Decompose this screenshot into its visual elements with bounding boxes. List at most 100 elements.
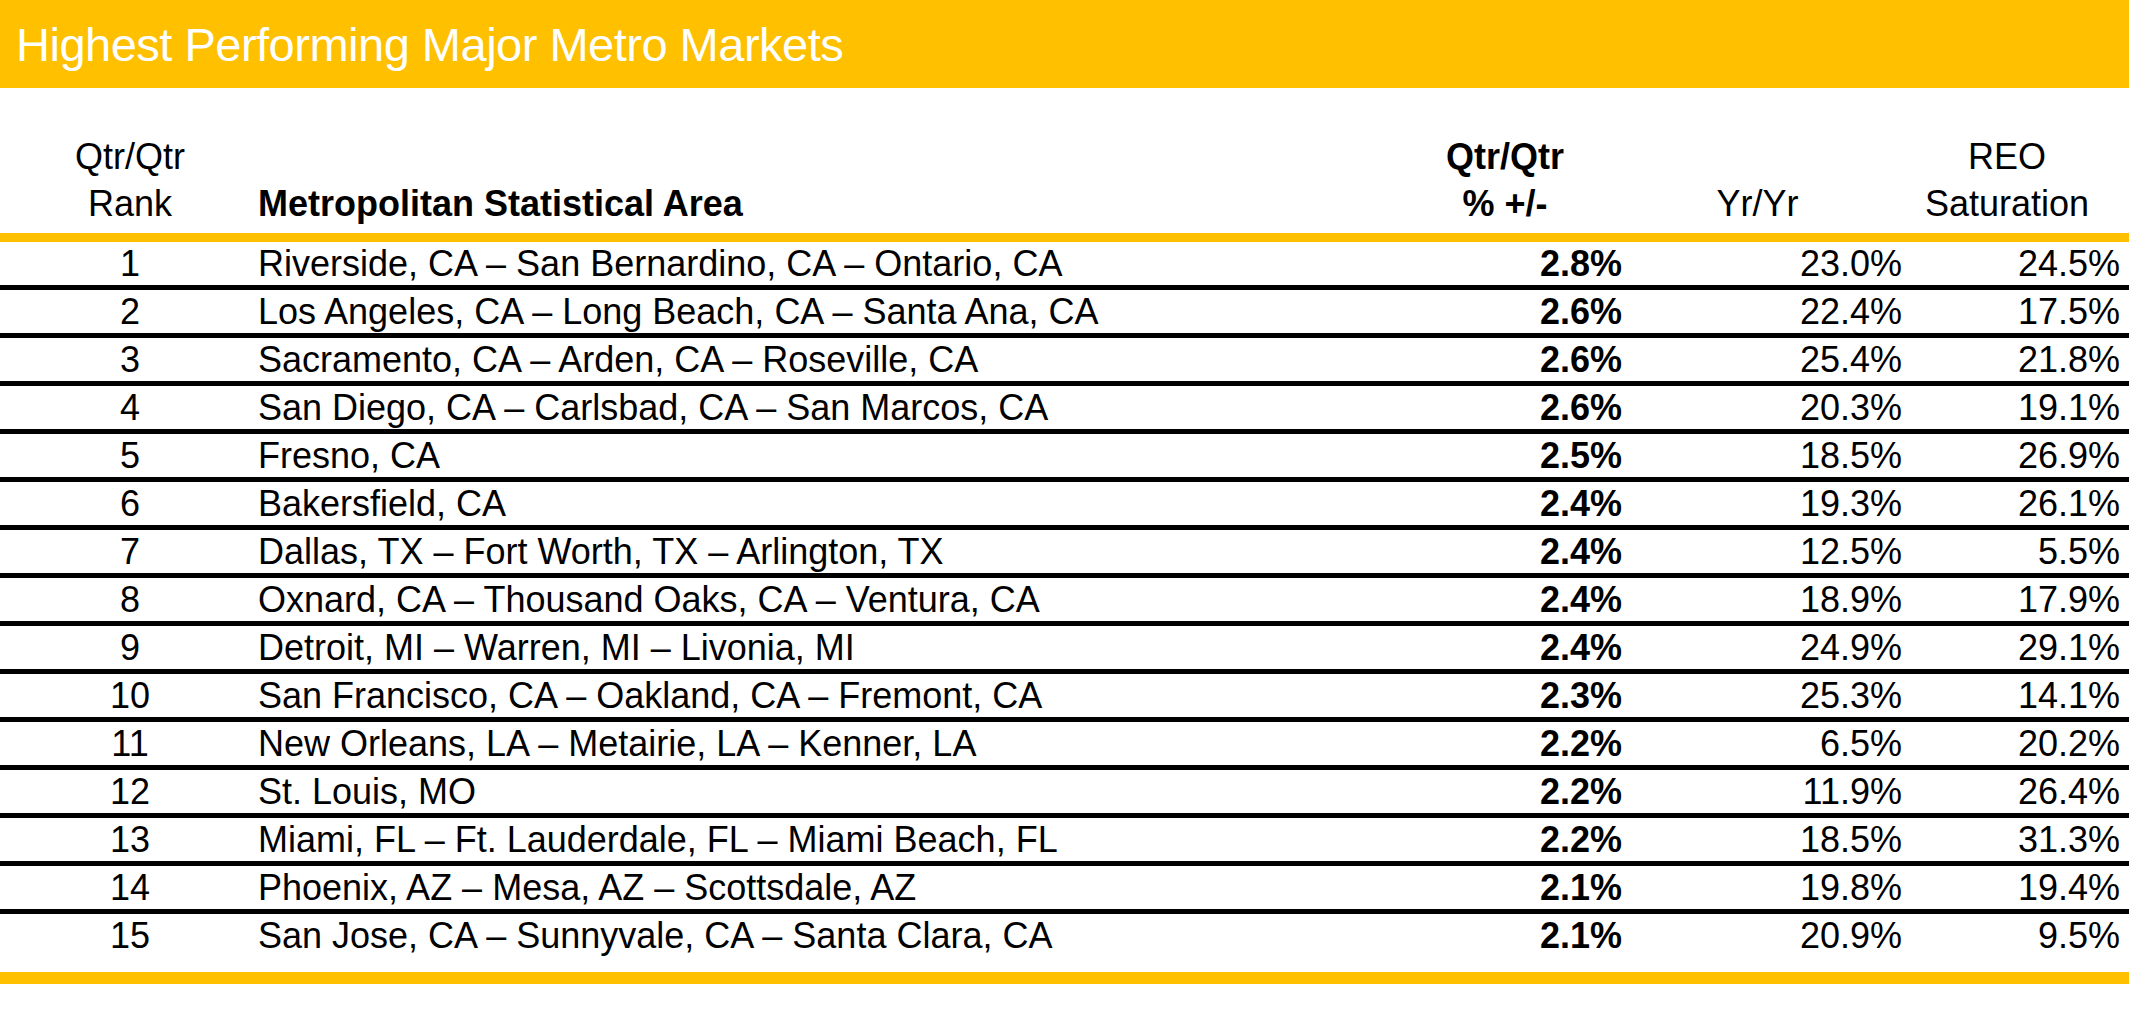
column-header-reo-line2: Saturation [1910,180,2104,227]
cell-reo-saturation: 9.5% [1910,914,2129,957]
cell-qtr-qtr: 2.2% [1400,722,1630,765]
cell-yr-yr: 25.3% [1630,674,1910,717]
cell-rank: 12 [0,770,215,813]
cell-yr-yr: 18.9% [1630,578,1910,621]
cell-msa: Detroit, MI – Warren, MI – Livonia, MI [215,626,1400,669]
cell-yr-yr: 25.4% [1630,338,1910,381]
table-row: 14Phoenix, AZ – Mesa, AZ – Scottsdale, A… [0,866,2129,909]
cell-qtr-qtr: 2.3% [1400,674,1630,717]
column-header-rank-line2: Rank [45,180,215,227]
table-row: 1Riverside, CA – San Bernardino, CA – On… [0,242,2129,285]
cell-msa: San Diego, CA – Carlsbad, CA – San Marco… [215,386,1400,429]
cell-rank: 15 [0,914,215,957]
cell-qtr-qtr: 2.1% [1400,866,1630,909]
cell-msa: Oxnard, CA – Thousand Oaks, CA – Ventura… [215,578,1400,621]
cell-qtr-qtr: 2.2% [1400,770,1630,813]
cell-msa: Sacramento, CA – Arden, CA – Roseville, … [215,338,1400,381]
cell-reo-saturation: 20.2% [1910,722,2129,765]
cell-reo-saturation: 5.5% [1910,530,2129,573]
cell-yr-yr: 12.5% [1630,530,1910,573]
cell-qtr-qtr: 2.4% [1400,530,1630,573]
table-body: 1Riverside, CA – San Bernardino, CA – On… [0,242,2129,957]
cell-qtr-qtr: 2.8% [1400,242,1630,285]
cell-yr-yr: 19.3% [1630,482,1910,525]
cell-rank: 11 [0,722,215,765]
cell-rank: 2 [0,290,215,333]
cell-reo-saturation: 24.5% [1910,242,2129,285]
cell-yr-yr: 22.4% [1630,290,1910,333]
column-header-msa-line2: Metropolitan Statistical Area [258,180,1400,227]
cell-msa: Riverside, CA – San Bernardino, CA – Ont… [215,242,1400,285]
column-header-qtr-qtr: Qtr/Qtr % +/- [1400,133,1630,227]
cell-yr-yr: 19.8% [1630,866,1910,909]
cell-rank: 1 [0,242,215,285]
cell-reo-saturation: 21.8% [1910,338,2129,381]
cell-reo-saturation: 17.9% [1910,578,2129,621]
column-header-yr-yr: Yr/Yr [1630,180,1910,227]
column-header-qtr-qtr-line1: Qtr/Qtr [1400,133,1610,180]
table-row: 13Miami, FL – Ft. Lauderdale, FL – Miami… [0,818,2129,861]
cell-yr-yr: 11.9% [1630,770,1910,813]
cell-qtr-qtr: 2.5% [1400,434,1630,477]
cell-msa: San Jose, CA – Sunnyvale, CA – Santa Cla… [215,914,1400,957]
table-row: 11New Orleans, LA – Metairie, LA – Kenne… [0,722,2129,765]
column-header-msa: Metropolitan Statistical Area [215,180,1400,227]
cell-reo-saturation: 31.3% [1910,818,2129,861]
cell-qtr-qtr: 2.4% [1400,626,1630,669]
cell-msa: Bakersfield, CA [215,482,1400,525]
cell-qtr-qtr: 2.4% [1400,578,1630,621]
cell-rank: 5 [0,434,215,477]
cell-yr-yr: 20.3% [1630,386,1910,429]
cell-msa: New Orleans, LA – Metairie, LA – Kenner,… [215,722,1400,765]
metro-markets-report: Highest Performing Major Metro Markets Q… [0,0,2129,1012]
cell-msa: St. Louis, MO [215,770,1400,813]
table-row: 4San Diego, CA – Carlsbad, CA – San Marc… [0,386,2129,429]
column-header-rank: Qtr/Qtr Rank [0,133,215,227]
cell-yr-yr: 20.9% [1630,914,1910,957]
table-row: 10San Francisco, CA – Oakland, CA – Frem… [0,674,2129,717]
cell-reo-saturation: 26.1% [1910,482,2129,525]
bottom-accent-bar [0,972,2129,984]
cell-rank: 9 [0,626,215,669]
cell-msa: Miami, FL – Ft. Lauderdale, FL – Miami B… [215,818,1400,861]
table-row: 5Fresno, CA2.5%18.5%26.9% [0,434,2129,477]
column-header-rank-line1: Qtr/Qtr [45,133,215,180]
cell-reo-saturation: 19.1% [1910,386,2129,429]
cell-reo-saturation: 26.4% [1910,770,2129,813]
cell-rank: 7 [0,530,215,573]
cell-rank: 13 [0,818,215,861]
cell-qtr-qtr: 2.6% [1400,290,1630,333]
cell-rank: 4 [0,386,215,429]
cell-rank: 8 [0,578,215,621]
table-row: 6Bakersfield, CA2.4%19.3%26.1% [0,482,2129,525]
column-header-reo-line1: REO [1910,133,2104,180]
cell-rank: 6 [0,482,215,525]
table-row: 15San Jose, CA – Sunnyvale, CA – Santa C… [0,914,2129,957]
cell-yr-yr: 18.5% [1630,818,1910,861]
column-header-qtr-qtr-line2: % +/- [1400,180,1610,227]
cell-msa: Los Angeles, CA – Long Beach, CA – Santa… [215,290,1400,333]
title-bar: Highest Performing Major Metro Markets [0,0,2129,88]
table-row: 9Detroit, MI – Warren, MI – Livonia, MI2… [0,626,2129,669]
cell-qtr-qtr: 2.6% [1400,338,1630,381]
cell-reo-saturation: 26.9% [1910,434,2129,477]
cell-rank: 14 [0,866,215,909]
cell-qtr-qtr: 2.2% [1400,818,1630,861]
cell-qtr-qtr: 2.4% [1400,482,1630,525]
page-title: Highest Performing Major Metro Markets [16,17,843,72]
cell-qtr-qtr: 2.6% [1400,386,1630,429]
cell-msa: Phoenix, AZ – Mesa, AZ – Scottsdale, AZ [215,866,1400,909]
table-header-row: Qtr/Qtr Rank Metropolitan Statistical Ar… [0,88,2129,233]
cell-rank: 3 [0,338,215,381]
cell-msa: Dallas, TX – Fort Worth, TX – Arlington,… [215,530,1400,573]
cell-yr-yr: 23.0% [1630,242,1910,285]
cell-yr-yr: 6.5% [1630,722,1910,765]
cell-reo-saturation: 17.5% [1910,290,2129,333]
cell-yr-yr: 24.9% [1630,626,1910,669]
cell-rank: 10 [0,674,215,717]
cell-qtr-qtr: 2.1% [1400,914,1630,957]
table-row: 7Dallas, TX – Fort Worth, TX – Arlington… [0,530,2129,573]
table-row: 12St. Louis, MO2.2%11.9%26.4% [0,770,2129,813]
cell-msa: Fresno, CA [215,434,1400,477]
cell-yr-yr: 18.5% [1630,434,1910,477]
